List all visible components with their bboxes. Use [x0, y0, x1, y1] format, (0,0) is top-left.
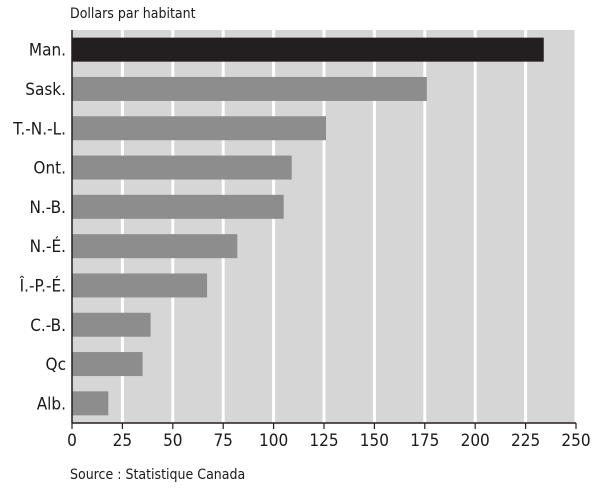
x-tick-label: 150 [360, 431, 389, 451]
bar [72, 391, 109, 416]
x-tick-label: 0 [67, 431, 77, 451]
x-tick-label: 175 [410, 431, 439, 451]
category-label: N.-É. [30, 235, 66, 257]
bar [72, 194, 284, 219]
bar [72, 312, 151, 337]
unit-label: Dollars par habitant [70, 6, 196, 22]
bar [72, 116, 327, 141]
source-note: Source : Statistique Canada [70, 467, 246, 483]
grid-band [475, 30, 526, 423]
x-tick-label: 25 [113, 431, 132, 451]
x-tick-label: 200 [461, 431, 490, 451]
category-labels: Man. Sask. T.-N.-L. Ont. N.-B. N.-É. Î.-P.-É. C… [12, 41, 66, 415]
category-label: Alb. [37, 394, 66, 414]
x-tick-label: 125 [309, 431, 338, 451]
x-tick-label: 250 [561, 431, 590, 451]
x-tick-label: 50 [163, 431, 182, 451]
category-label: Man. [29, 41, 66, 61]
bars [72, 37, 544, 416]
x-tick-label: 100 [259, 431, 288, 451]
x-tick-label: 75 [213, 431, 232, 451]
category-label: T.-N.-L. [12, 119, 66, 139]
category-label: C.-B. [30, 316, 66, 336]
bar [72, 234, 238, 259]
category-label: Qc [46, 355, 66, 375]
bar [72, 76, 427, 101]
grid-band [525, 30, 576, 423]
bar [72, 352, 143, 377]
category-label: Î.-P.-É. [19, 274, 66, 296]
grid-band [424, 30, 476, 423]
category-label: N.-B. [29, 198, 66, 218]
bar [72, 37, 544, 62]
category-label: Sask. [25, 80, 66, 100]
bar [72, 273, 208, 298]
bar [72, 155, 292, 180]
x-tick-label: 225 [511, 431, 540, 451]
x-axis: 0 25 50 75 100 125 150 175 200 225 250 [67, 30, 591, 451]
category-label: Ont. [33, 159, 66, 179]
